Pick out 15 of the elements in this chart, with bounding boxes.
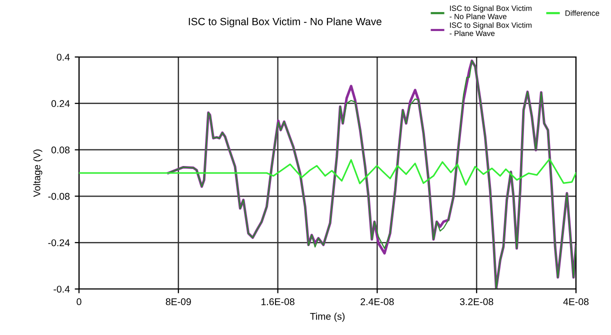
y-tick-label: 0.24 (51, 100, 70, 108)
x-tick-label: 1.6E-08 (262, 298, 294, 306)
y-tick-label: 0.4 (56, 54, 70, 61)
x-tick-label: 3.2E-08 (460, 298, 494, 306)
x-axis-title: Time (s) (310, 312, 345, 322)
x-tick-label: 4E-08 (563, 298, 589, 306)
y-tick-label: -0.24 (48, 239, 70, 246)
chart-title: ISC to Signal Box Victim - No Plane Wave (188, 18, 382, 28)
y-tick-label: -0.08 (48, 192, 70, 200)
y-tick-label: -0.4 (54, 286, 70, 293)
y-axis-title: Voltage (V) (33, 150, 42, 198)
x-tick-label: 8E-09 (166, 298, 191, 306)
x-tick-label: 0 (76, 298, 82, 306)
y-tick-label: 0.08 (51, 146, 70, 154)
x-tick-label: 2.4E-08 (360, 298, 394, 306)
